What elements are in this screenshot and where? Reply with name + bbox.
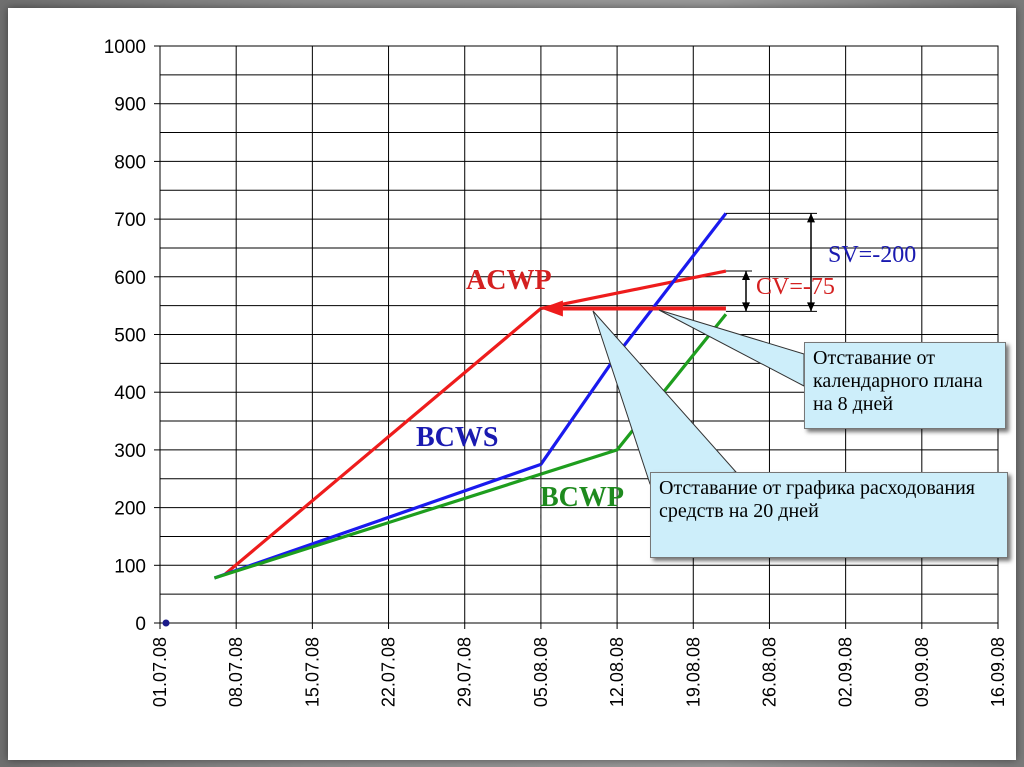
y-tick-label: 800 <box>114 152 146 173</box>
callout-schedule-pointer <box>658 309 805 387</box>
callout-schedule-delay: Отставание от календарного плана на 8 дн… <box>804 342 1006 429</box>
bcwp-label: BCWP <box>540 482 624 513</box>
y-tick-label: 300 <box>114 441 146 462</box>
x-tick-labels: 01.07.08 08.07.08 15.07.08 22.07.08 29.07.08… <box>150 637 1008 707</box>
x-tick-label: 02.09.08 <box>836 637 856 707</box>
cv-arrow-down <box>742 302 750 312</box>
bcwp-line <box>213 313 728 580</box>
slide: 0 100 200 300 400 500 600 700 800 900 1000 01.07.0… <box>8 8 1016 760</box>
annotations <box>540 212 817 580</box>
x-tick-label: 15.07.08 <box>302 637 322 707</box>
y-tick-label: 900 <box>114 95 146 116</box>
cv-label: CV=-75 <box>756 274 835 300</box>
x-tick-label: 05.08.08 <box>531 637 551 707</box>
y-tick-label: 700 <box>114 210 146 231</box>
callout-cost-delay: Отставание от графика расходования средс… <box>650 472 1008 558</box>
acwp-label: ACWP <box>466 265 552 296</box>
earned-value-chart: 0 100 200 300 400 500 600 700 800 900 1000 01.07.0… <box>104 37 1008 707</box>
y-tick-labels: 0 100 200 300 400 500 600 700 800 900 1000 <box>104 37 146 635</box>
x-tick-label: 08.07.08 <box>226 637 246 707</box>
x-tick-label: 19.08.08 <box>683 637 703 707</box>
x-tick-label: 09.09.08 <box>912 637 932 707</box>
red-arrow-head <box>540 300 563 317</box>
y-tick-label: 500 <box>114 326 146 347</box>
y-tick-label: 100 <box>114 556 146 577</box>
y-tick-label: 400 <box>114 383 146 404</box>
cv-arrow-up <box>742 271 750 281</box>
x-tick-label: 29.07.08 <box>455 637 475 707</box>
axes <box>154 45 999 629</box>
x-tick-label: 12.08.08 <box>607 637 627 707</box>
x-tick-label: 26.08.08 <box>759 637 779 707</box>
y-tick-label: 200 <box>114 499 146 520</box>
plot-area-border <box>159 45 999 624</box>
bcws-line <box>213 212 728 580</box>
origin-point <box>162 619 170 627</box>
bcws-label: BCWS <box>416 422 498 453</box>
y-tick-label: 600 <box>114 268 146 289</box>
sv-label: SV=-200 <box>828 242 916 268</box>
y-tick-label: 1000 <box>104 37 146 58</box>
sv-arrow-up <box>807 213 815 223</box>
x-tick-label: 01.07.08 <box>150 637 170 707</box>
sv-arrow-down <box>807 302 815 312</box>
y-tick-label: 0 <box>135 614 146 635</box>
x-tick-label: 16.09.08 <box>988 637 1008 707</box>
x-tick-label: 22.07.08 <box>379 637 399 707</box>
